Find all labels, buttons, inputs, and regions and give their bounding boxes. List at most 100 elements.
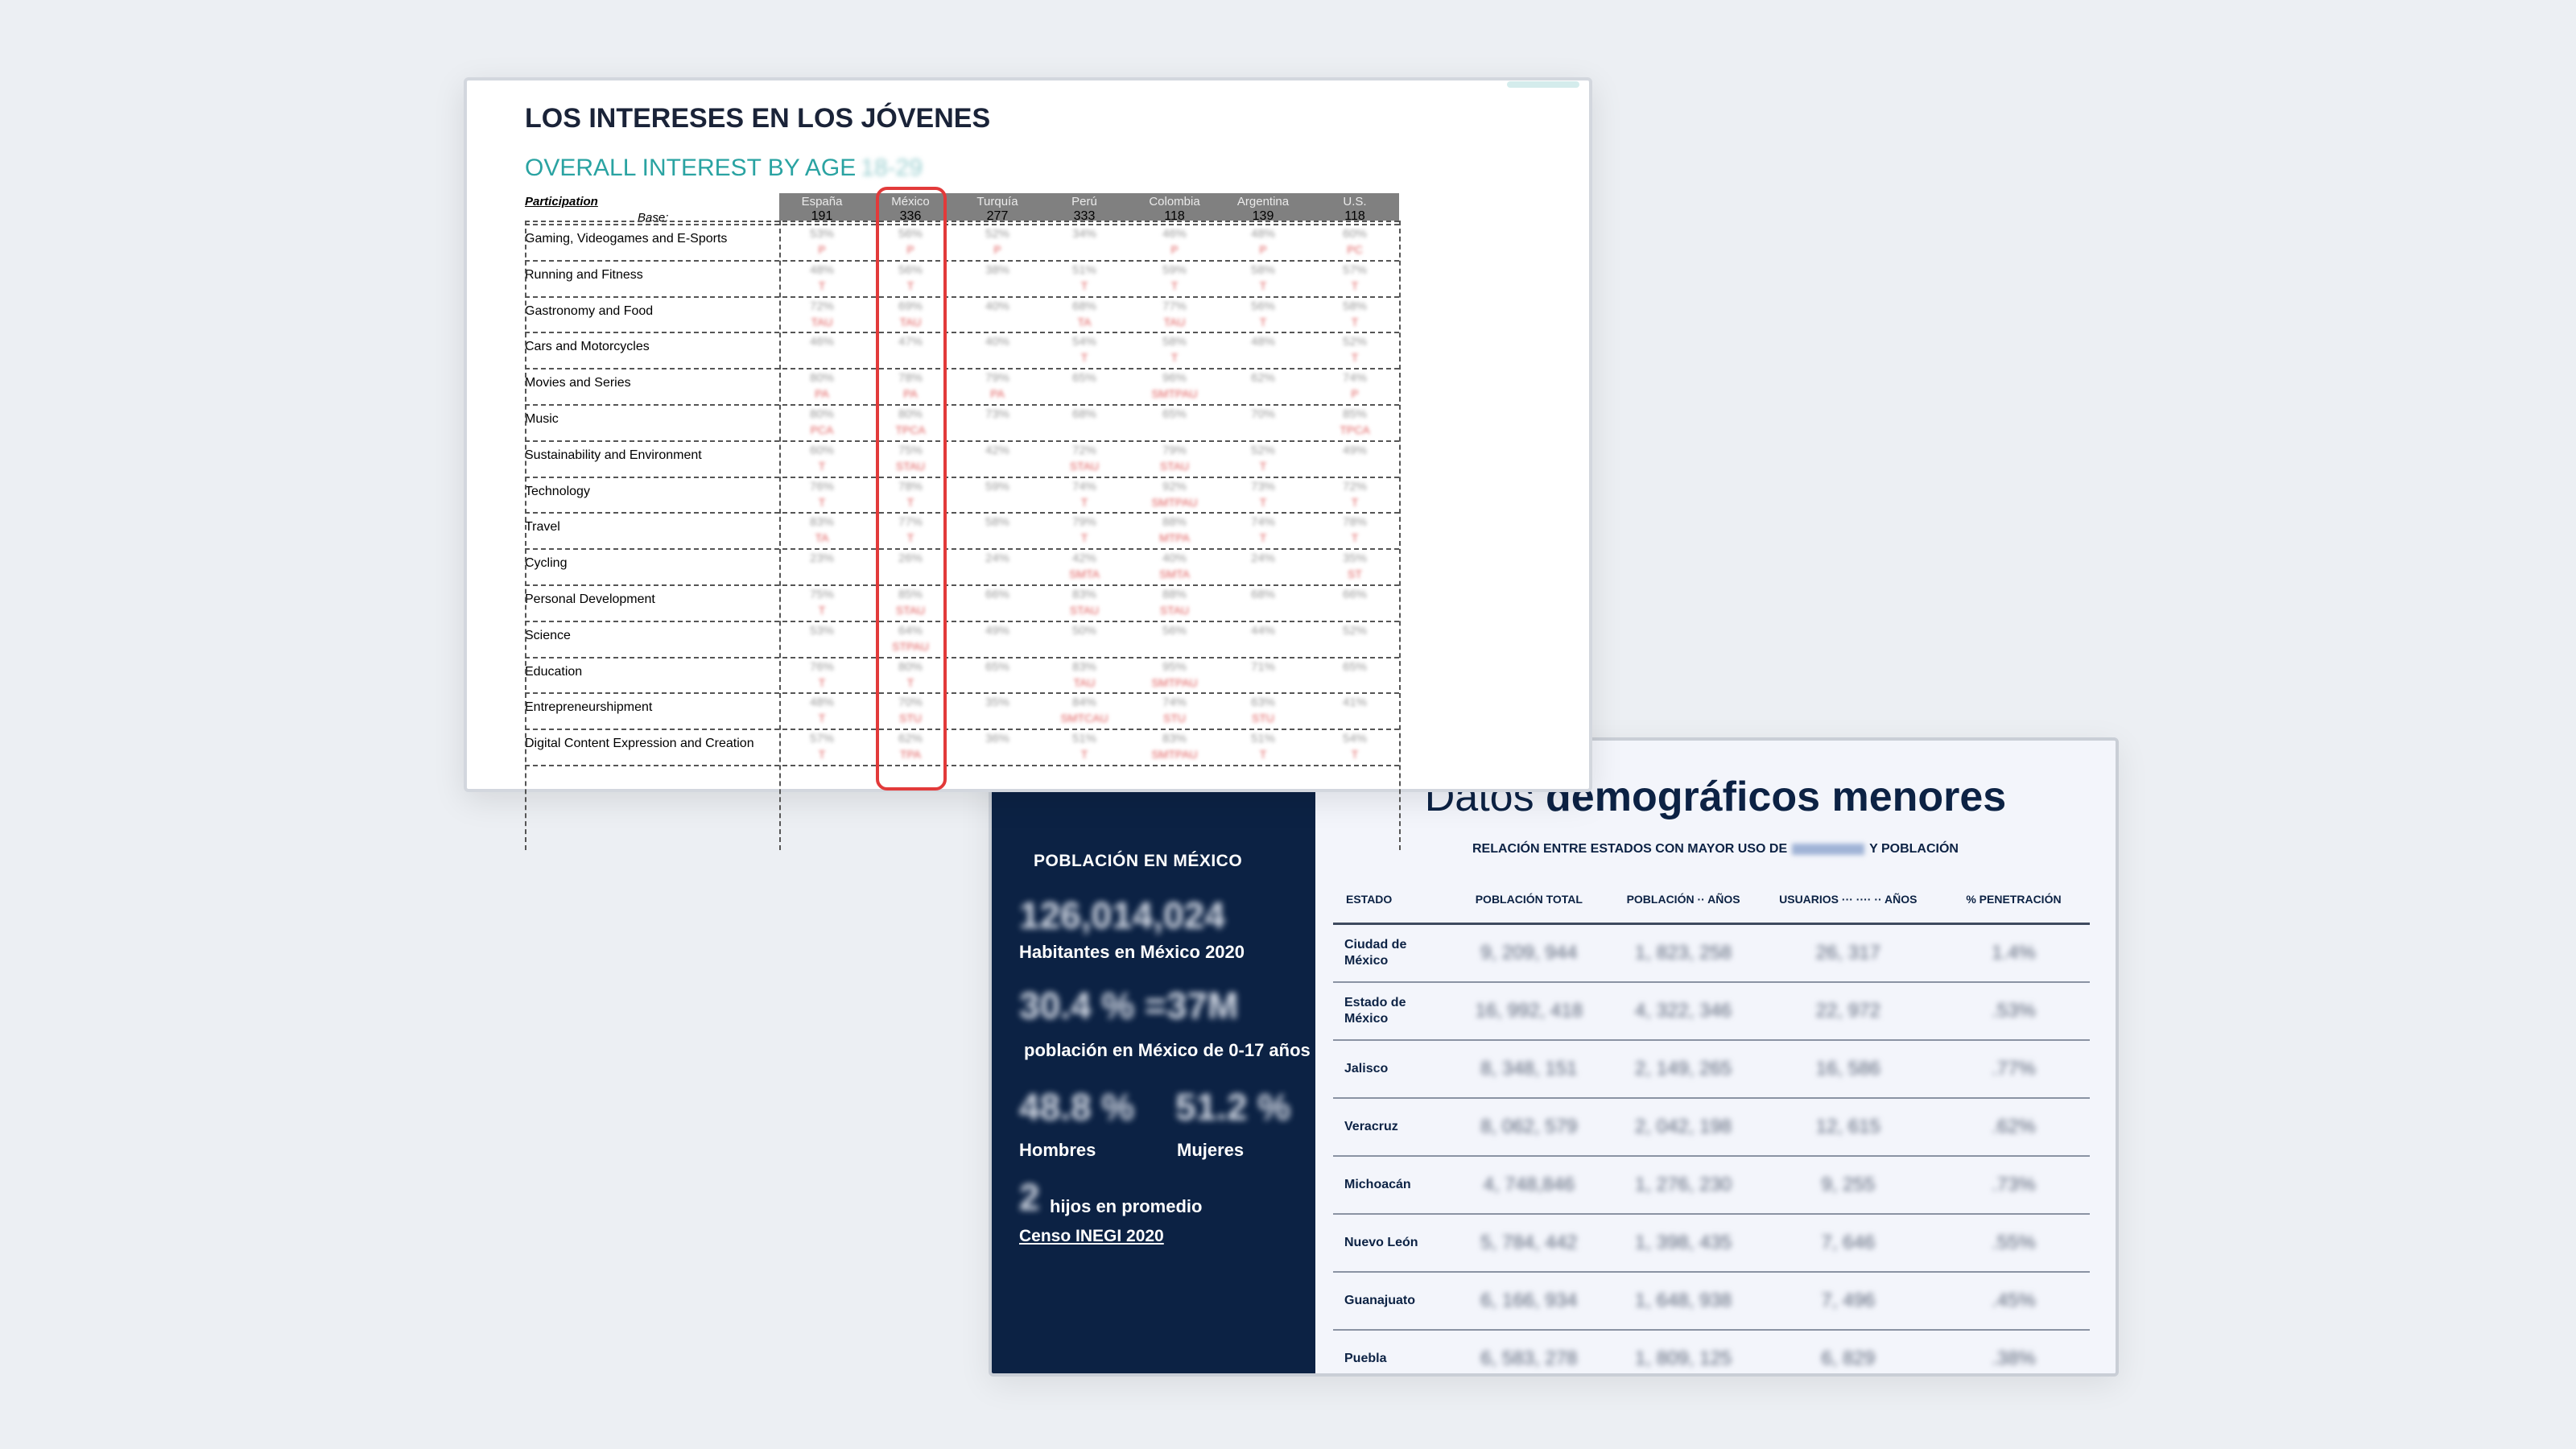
interest-cell: 42% SMTA xyxy=(1040,550,1129,586)
total-population-label: Habitantes en México 2020 xyxy=(1019,942,1245,962)
interest-cell: 83% STAU xyxy=(1040,586,1129,622)
interest-significance: T xyxy=(1259,459,1267,473)
interest-percent: 71% xyxy=(1250,659,1276,674)
youth-share: 30.4 % =37M xyxy=(1019,985,1239,1026)
interest-cell: 78% T xyxy=(1311,514,1399,550)
interest-percent: 58% xyxy=(985,515,1010,530)
interest-label: Cycling xyxy=(525,556,568,571)
interest-percent: 42% xyxy=(985,443,1010,457)
interest-row: Gaming, Videogames and E-Sports 53% P 56% P 5… xyxy=(525,224,1399,262)
col-usuarios: USUARIOS ··· ···· ·· AÑOS xyxy=(1758,876,1938,925)
interest-row: Travel 83% TA 77% T 58% 79% T 88% MTPA 74% T 78% T xyxy=(525,512,1399,550)
interest-percent: 40% xyxy=(1162,551,1187,566)
interest-cell: 72% TAU xyxy=(778,298,866,334)
interest-percent: 56% xyxy=(898,262,923,277)
interest-cell: 95% SMTPAU xyxy=(1130,658,1219,695)
interest-cell: 74% STU xyxy=(1130,694,1219,730)
state-total-population: 16, 992, 418 xyxy=(1450,982,1608,1041)
interest-label: Movies and Series xyxy=(525,376,631,390)
state-penetration: .55% xyxy=(1937,1214,2090,1273)
interest-percent: 48% xyxy=(1250,227,1276,241)
state-population-range-value: 4, 322, 346 xyxy=(1635,1000,1732,1022)
inegi-census-link[interactable]: Censo INEGI 2020 xyxy=(1019,1227,1164,1245)
state-population-range-value: 1, 398, 435 xyxy=(1635,1232,1732,1253)
demographics-subtitle-b: Y POBLACIÓN xyxy=(1869,842,1959,856)
interest-cell: 50% xyxy=(1040,622,1129,658)
interest-percent: 47% xyxy=(898,335,923,349)
interest-cell: 52% P xyxy=(953,225,1042,262)
state-total-population: 6, 166, 934 xyxy=(1450,1272,1608,1331)
country-header: Argentina xyxy=(1236,195,1290,208)
interests-title: LOS INTERESES EN LOS JÓVENES xyxy=(525,103,991,134)
demographics-subtitle: RELACIÓN ENTRE ESTADOS CON MAYOR USO DE Y… xyxy=(1315,842,2116,857)
state-population-range-value: 1, 809, 125 xyxy=(1635,1348,1732,1369)
interest-row: Education 76% T 80% T 65% 83% TAU 95% SMTPAU 71% 65… xyxy=(525,656,1399,695)
col-penetracion: % PENETRACIÓN xyxy=(1937,876,2090,925)
interest-percent: 65% xyxy=(985,659,1010,674)
interest-cell: 36% xyxy=(953,730,1042,766)
state-population-range-value: 1, 823, 258 xyxy=(1635,942,1732,964)
interest-percent: 53% xyxy=(809,227,835,241)
state-population-range: 1, 398, 435 xyxy=(1608,1214,1759,1273)
interest-percent: 42% xyxy=(1071,551,1097,566)
interest-cell: 56% T xyxy=(866,262,955,298)
interests-card: LOS INTERESES EN LOS JÓVENES OVERALL INT… xyxy=(464,77,1592,850)
state-users: 7, 496 xyxy=(1758,1272,1938,1331)
interest-percent: 68% xyxy=(1250,588,1276,601)
table-vertical-border xyxy=(1399,221,1401,850)
interest-cell: 60% T xyxy=(778,442,866,478)
interest-cell: 73% xyxy=(953,406,1042,442)
interest-cell: 52% T xyxy=(1219,442,1307,478)
base-divider xyxy=(525,221,1399,222)
interest-significance: P xyxy=(818,243,826,256)
interest-percent: 62% xyxy=(1250,371,1276,386)
interest-significance: T xyxy=(1351,495,1359,509)
interest-cell: 51% T xyxy=(1219,730,1307,766)
state-total-population-value: 8, 348, 151 xyxy=(1480,1058,1578,1080)
interest-cell: 75% T xyxy=(778,586,866,622)
interest-label: Gastronomy and Food xyxy=(525,303,654,318)
country-base: 191 xyxy=(811,209,833,223)
interest-percent: 83% xyxy=(809,515,835,530)
state-row: Nuevo León 5, 784, 442 1, 398, 435 7, 646 .5… xyxy=(1333,1214,2090,1273)
state-row: Guanajuato 6, 166, 934 1, 648, 938 7, 496 .4… xyxy=(1333,1272,2090,1331)
interest-label: Cars and Motorcycles xyxy=(525,340,650,354)
interest-percent: 57% xyxy=(809,732,835,746)
interest-cell: 66% xyxy=(953,586,1042,622)
interest-cell: 48% xyxy=(1219,333,1307,369)
interest-percent: 59% xyxy=(1162,262,1187,277)
state-total-population-value: 4, 748,846 xyxy=(1483,1174,1575,1195)
interest-percent: 24% xyxy=(985,551,1010,566)
interest-significance: P xyxy=(1351,387,1359,401)
interest-percent: 48% xyxy=(809,262,835,277)
interest-cell: 23% xyxy=(778,550,866,586)
interest-percent: 72% xyxy=(1342,479,1368,493)
interest-significance: PCA xyxy=(810,423,834,436)
interest-significance: TPCA xyxy=(895,423,926,436)
interest-cell: 80% PCA xyxy=(778,406,866,442)
youth-share-label: población en México de 0-17 años xyxy=(1024,1040,1311,1060)
state-name: Jalisco xyxy=(1333,1040,1451,1099)
interest-cell: 76% T xyxy=(778,478,866,514)
interest-percent: 53% xyxy=(809,623,835,638)
interest-percent: 58% xyxy=(1250,262,1276,277)
kids-number: 2 xyxy=(1019,1176,1040,1218)
interest-cell: 88% MTPA xyxy=(1130,514,1219,550)
demographics-content: Datos demográficos menores RELACIÓN ENTR… xyxy=(1315,741,2116,1373)
interest-significance: T xyxy=(1351,531,1359,545)
state-name: Veracruz xyxy=(1333,1098,1451,1157)
interest-cell: 38% xyxy=(953,262,1042,298)
state-row: Jalisco 8, 348, 151 2, 149, 265 16, 586 .77% xyxy=(1333,1040,2090,1099)
country-base: 333 xyxy=(1073,209,1096,223)
interest-percent: 69% xyxy=(898,299,923,313)
interest-percent: 80% xyxy=(898,659,923,674)
country-header: México xyxy=(891,195,930,208)
interest-significance: T xyxy=(1080,531,1088,545)
interest-significance: T xyxy=(818,604,826,617)
state-users: 7, 646 xyxy=(1758,1214,1938,1273)
state-name: Ciudad de México xyxy=(1333,923,1451,983)
state-row: Puebla 6, 583, 278 1, 809, 125 6, 829 .38% xyxy=(1333,1330,2090,1373)
interest-cell: 58% T xyxy=(1219,262,1307,298)
interest-significance: P xyxy=(1170,243,1179,256)
interest-significance: T xyxy=(818,279,826,292)
